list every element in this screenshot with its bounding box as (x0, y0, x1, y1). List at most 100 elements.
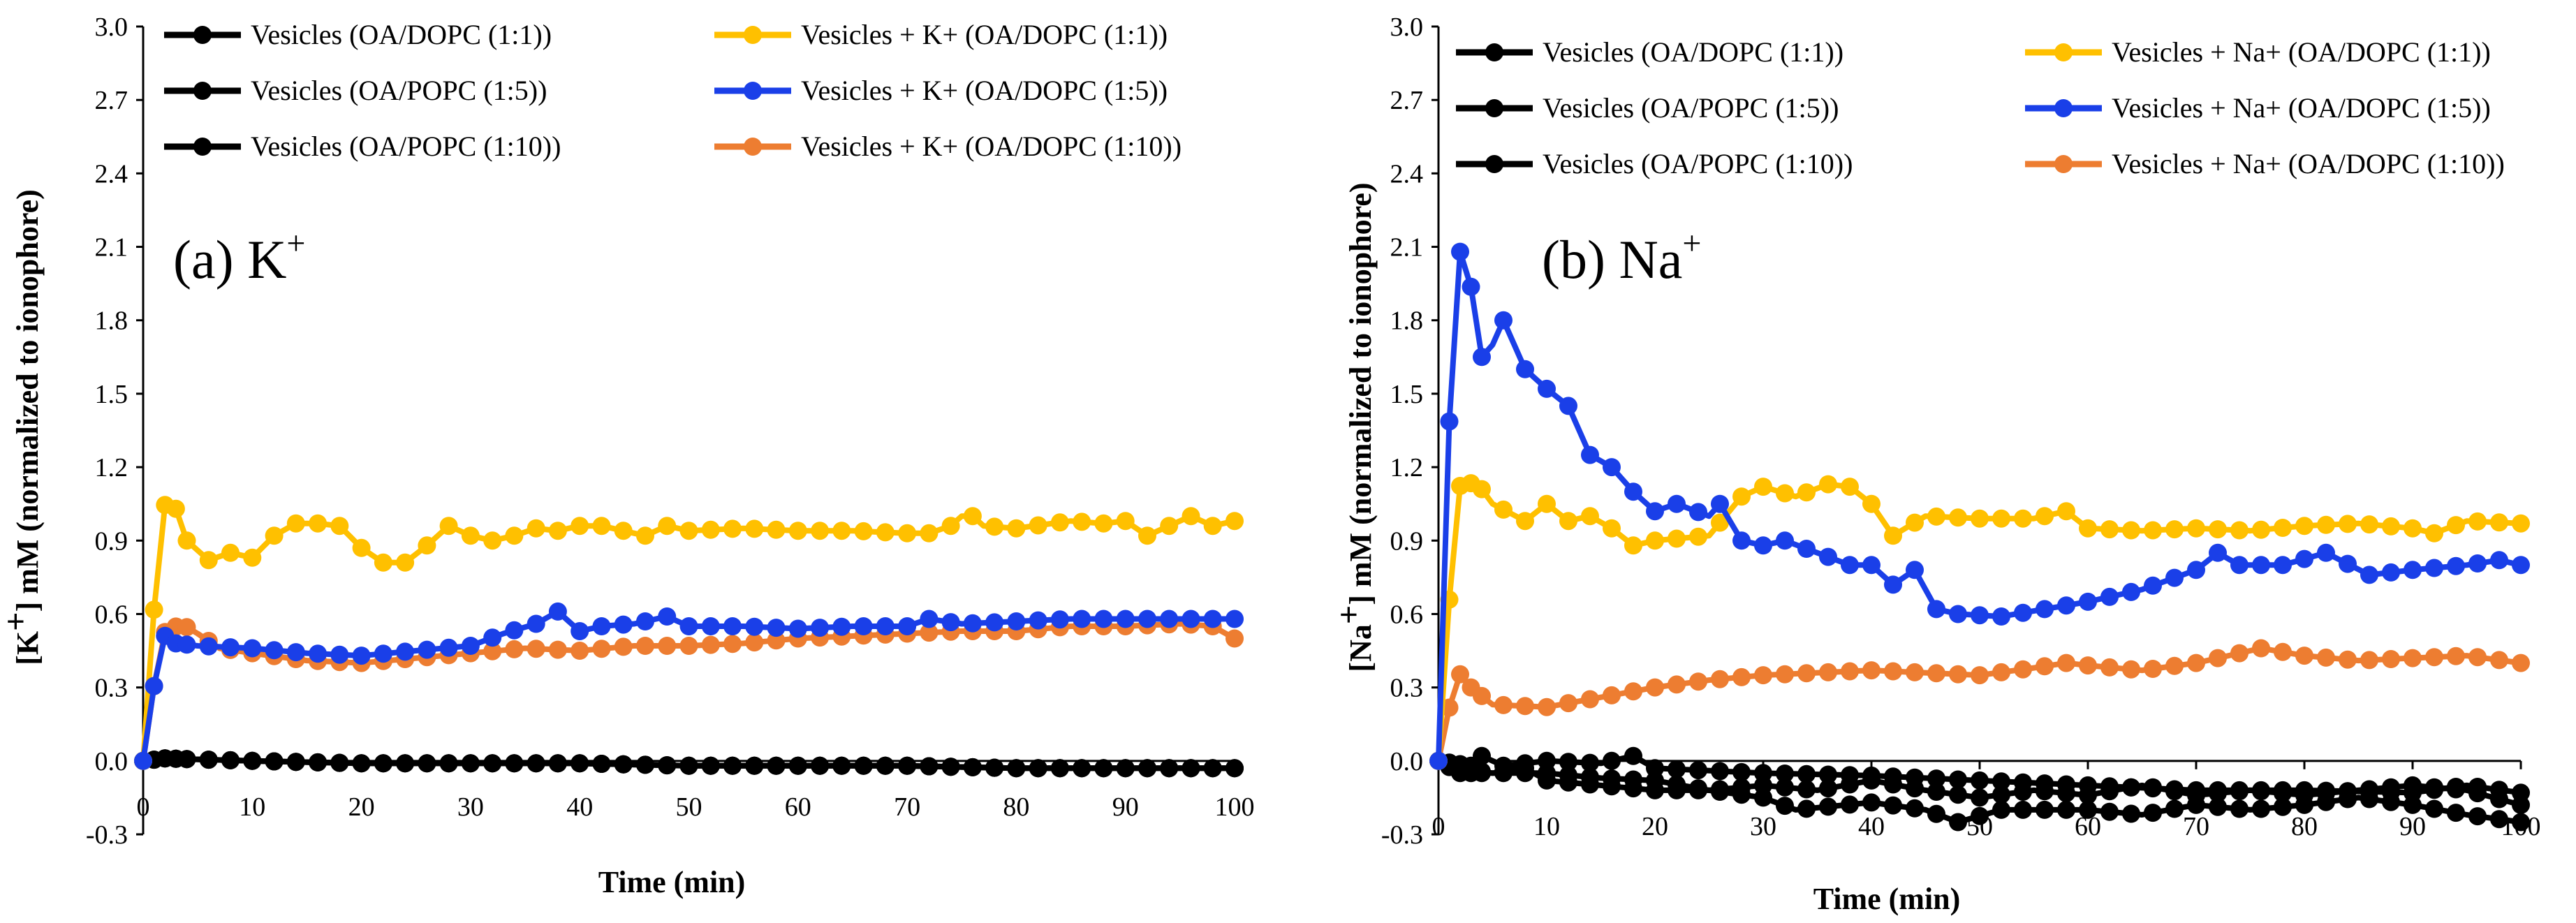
panel-a-data-point (221, 543, 240, 562)
panel-b-data-point (1732, 667, 1751, 686)
panel-a-data-point (985, 758, 1004, 777)
panel-b-data-point (2317, 784, 2335, 803)
panel-a-legend-item: Vesicles + K+ (OA/DOPC (1:5)) (714, 75, 1168, 106)
panel-a-data-point (396, 642, 415, 661)
panel-a-data-point (483, 642, 502, 660)
panel-a-data-point (1073, 512, 1091, 531)
panel-b-data-point (1624, 482, 1642, 501)
panel-a-data-point (745, 756, 764, 775)
panel-b-data-point (1732, 531, 1751, 550)
panel-b-data-point (2382, 650, 2400, 668)
panel-b-legend-item: Vesicles + Na+ (OA/DOPC (1:10)) (2025, 148, 2505, 179)
panel-b-data-point (1538, 494, 1556, 513)
panel-a-data-point (505, 526, 524, 545)
panel-a-data-point (483, 754, 502, 773)
panel-b-legend-label: Vesicles + Na+ (OA/DOPC (1:10)) (2112, 148, 2505, 179)
panel-a-data-point (199, 637, 218, 656)
panel-a-data-point (548, 522, 567, 540)
panel-a-data-point (854, 756, 873, 775)
panel-a-legend-item: Vesicles + K+ (OA/DOPC (1:10)) (714, 131, 1182, 162)
panel-a-data-point (592, 517, 611, 536)
panel-b-legend-label: Vesicles + Na+ (OA/DOPC (1:1)) (2112, 36, 2491, 68)
panel-b-data-point (2079, 785, 2097, 804)
panel-a-data-point (614, 637, 633, 656)
panel-b-data-point (1971, 606, 1989, 625)
panel-a-data-point (920, 623, 939, 642)
panel-b-data-point (1581, 507, 1599, 526)
panel-b-data-point (1906, 663, 1924, 681)
panel-a-data-point (985, 517, 1004, 536)
panel-a-data-point (723, 635, 742, 654)
panel-a-data-point (461, 637, 480, 655)
panel-a-data-point (636, 526, 654, 545)
panel-a-data-point (374, 553, 392, 572)
panel-b-series-5 (1429, 639, 2530, 770)
panel-b-data-point (1841, 556, 1859, 575)
panel-a-data-point (920, 524, 939, 542)
panel-b-data-point (2209, 543, 2227, 562)
panel-a-data-point (767, 520, 786, 539)
panel-b-x-tick-label: 80 (2291, 812, 2318, 841)
panel-a-data-point (701, 520, 720, 539)
panel-b-data-point (1689, 779, 1707, 798)
panel-a-x-tick-label: 50 (676, 792, 702, 822)
panel-b-series-3 (1429, 474, 2530, 770)
panel-a-data-point (1160, 759, 1179, 778)
panel-b-y-tick-label: 1.5 (1390, 380, 1424, 409)
panel-b-data-point (1819, 475, 1837, 494)
panel-b-data-point (1668, 775, 1686, 794)
panel-b-data-point (1797, 765, 1816, 783)
panel-a-data-point (309, 753, 327, 771)
panel-b-data-point (2057, 784, 2075, 803)
panel-b-data-point (2360, 515, 2378, 534)
panel-b-data-point (2036, 782, 2054, 801)
panel-b-data-point (1711, 494, 1729, 513)
panel-a-data-point (1182, 610, 1200, 628)
panel-b-data-point (1819, 547, 1837, 566)
panel-a-data-point (1029, 759, 1047, 778)
panel-b-data-point (1538, 379, 1556, 398)
panel-b-data-point (1797, 483, 1816, 502)
panel-a-data-point (1226, 512, 1244, 531)
panel-a-data-point (1160, 610, 1179, 628)
panel-b-data-point (2274, 556, 2292, 575)
panel-a-legend-marker (744, 138, 762, 156)
panel-a-data-point (592, 755, 611, 773)
panel-a-data-point (265, 752, 284, 771)
panel-b-data-point (1927, 600, 1945, 619)
panel-b-data-point (2230, 556, 2249, 575)
panel-a-data-point (571, 642, 589, 660)
panel-b-data-point (1494, 500, 1513, 519)
panel-b-data-point (1819, 765, 1837, 784)
panel-a-data-point (1050, 513, 1069, 532)
panel-b-data-point (2468, 554, 2487, 573)
panel-b-y-tick-label: 1.2 (1390, 453, 1424, 482)
panel-a-y-tick-label: 1.8 (95, 307, 128, 336)
panel-a-data-point (330, 753, 349, 772)
panel-b-data-point (1538, 697, 1556, 716)
panel-a-data-point (418, 754, 436, 773)
panel-a-data-point (963, 507, 982, 526)
panel-b-data-point (1668, 760, 1686, 778)
panel-a-data-point (177, 618, 196, 637)
panel-a-data-point (330, 517, 349, 536)
panel-b-data-point (2144, 804, 2162, 822)
panel-a-data-point (134, 751, 152, 770)
panel-a-data-point (679, 617, 698, 635)
panel-a-data-point (679, 522, 698, 540)
panel-b-data-point (2252, 782, 2270, 801)
panel-a-data-point (614, 755, 633, 774)
panel-b-data-point (1971, 788, 1989, 807)
panel-a-data-point (920, 610, 939, 628)
panel-a-data-point (1116, 759, 1135, 778)
panel-a-legend-item: Vesicles (OA/POPC (1:10)) (164, 131, 561, 162)
panel-a-data-point (352, 538, 371, 557)
panel-a-y-tick-label: 3.0 (95, 13, 128, 42)
panel-b-legend-marker (2054, 99, 2073, 117)
panel-b-data-point (1776, 765, 1794, 783)
panel-a-y-tick-label: 0.9 (95, 526, 128, 556)
panel-a-legend-label: Vesicles + K+ (OA/DOPC (1:10)) (801, 131, 1182, 162)
panel-b-data-point (2014, 800, 2032, 819)
panel-a-data-point (745, 633, 764, 652)
panel-a-data-point (1203, 610, 1222, 628)
